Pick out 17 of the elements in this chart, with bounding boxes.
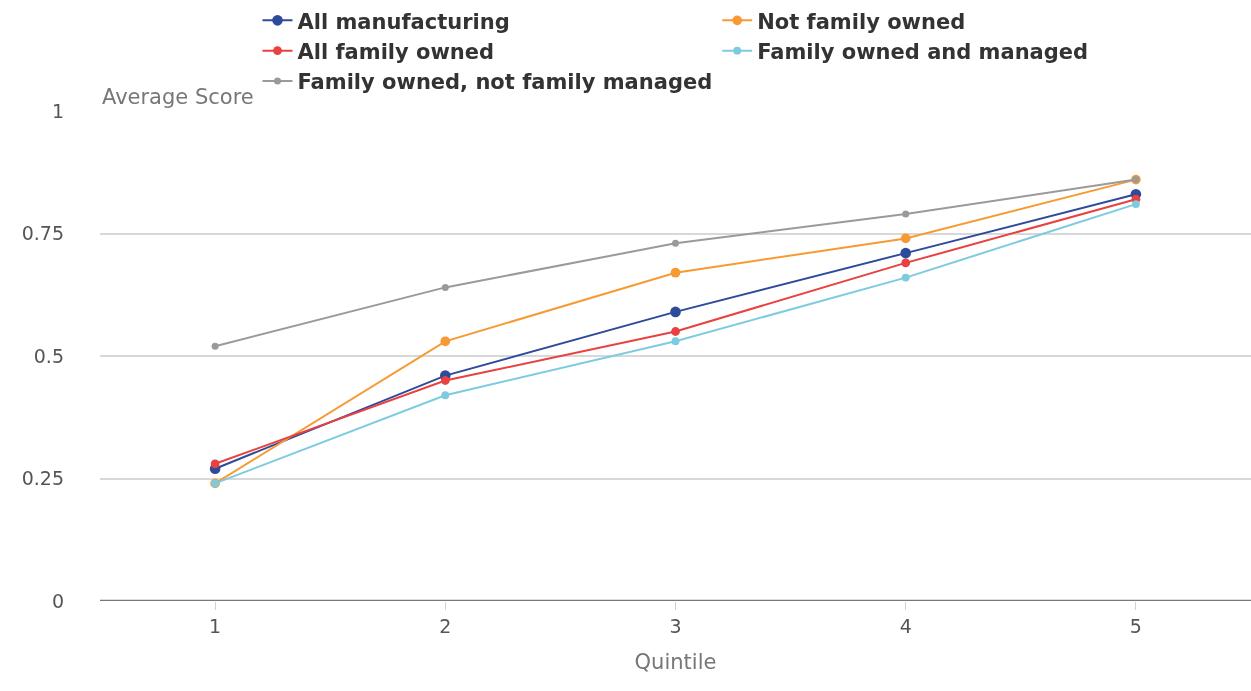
legend-label: Not family owned xyxy=(757,9,966,34)
x-axis-title: Quintile xyxy=(634,650,717,674)
x-tick-label: 3 xyxy=(669,614,682,637)
x-tick-label: 2 xyxy=(439,614,452,637)
y-tick-label: 0 xyxy=(51,589,64,612)
x-tick-label: 4 xyxy=(899,614,912,637)
y-axis-title: Average Score xyxy=(102,85,254,109)
y-tick-label: 0.5 xyxy=(33,344,64,367)
x-tick-label: 5 xyxy=(1129,614,1142,637)
y-tick-label: 1 xyxy=(51,99,64,122)
legend-label: All manufacturing xyxy=(297,9,510,34)
legend-label: All family owned xyxy=(297,39,495,64)
y-tick-label: 0.75 xyxy=(21,222,64,245)
y-tick-label: 0.25 xyxy=(21,467,64,490)
x-tick-label: 1 xyxy=(209,614,222,637)
legend-label: Family owned, not family managed xyxy=(297,70,713,95)
legend-label: Family owned and managed xyxy=(757,39,1089,64)
